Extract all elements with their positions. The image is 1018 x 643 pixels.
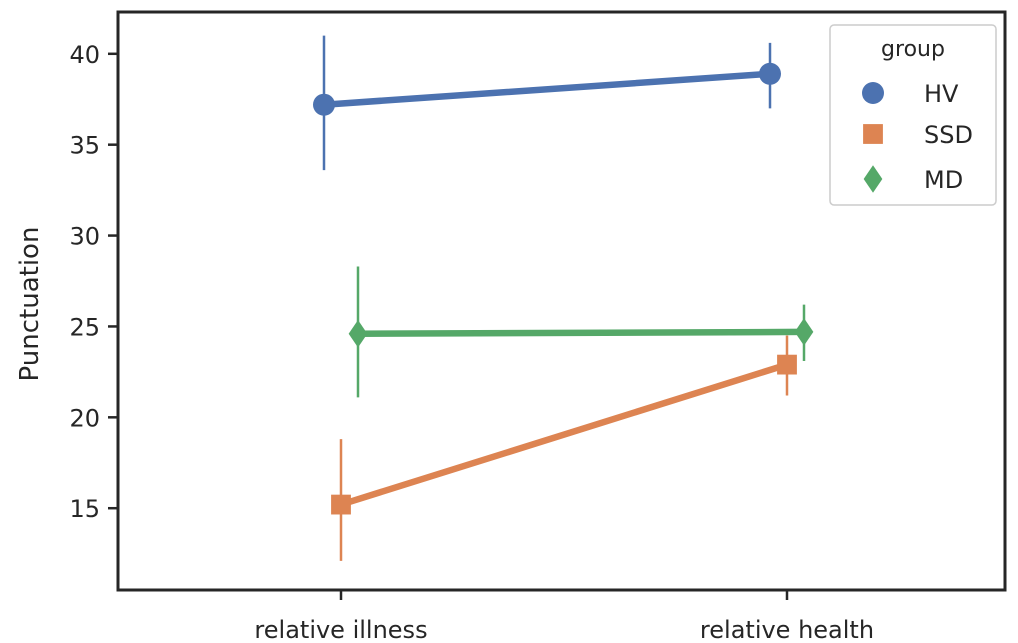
plot-area [313, 35, 814, 561]
y-tick-label: 25 [69, 313, 100, 341]
data-point-ssd [777, 354, 797, 375]
legend-label-hv: HV [924, 80, 959, 108]
y-tick-label: 35 [69, 132, 100, 160]
series-line-hv [320, 70, 774, 108]
axes-frame [116, 10, 1007, 592]
x-tick-label: relative health [700, 616, 874, 643]
data-point-hv [313, 93, 335, 116]
series-line-md [354, 328, 808, 337]
y-tick-label: 30 [69, 223, 100, 251]
data-point-md [348, 319, 368, 348]
y-tick-label: 40 [69, 41, 100, 69]
legend: group HV SSD MD [829, 24, 997, 206]
legend-label-md: MD [924, 166, 963, 194]
legend-marker-ssd [863, 124, 883, 144]
data-point-hv [759, 62, 781, 85]
y-tick-label: 20 [69, 404, 100, 432]
series-line-ssd [337, 361, 791, 508]
legend-box [829, 24, 997, 206]
legend-title: group [881, 37, 945, 62]
y-tick-label: 15 [69, 495, 100, 523]
x-tick-label: relative illness [254, 616, 427, 643]
axes: 15 20 25 30 35 40 relative illness relative hea… [69, 10, 1007, 643]
data-point-md [794, 318, 814, 346]
data-point-ssd [331, 494, 351, 515]
legend-marker-hv [862, 82, 884, 104]
legend-label-ssd: SSD [924, 121, 973, 149]
y-axis-label: Punctuation [15, 227, 45, 382]
legend-marker-md [863, 165, 883, 193]
